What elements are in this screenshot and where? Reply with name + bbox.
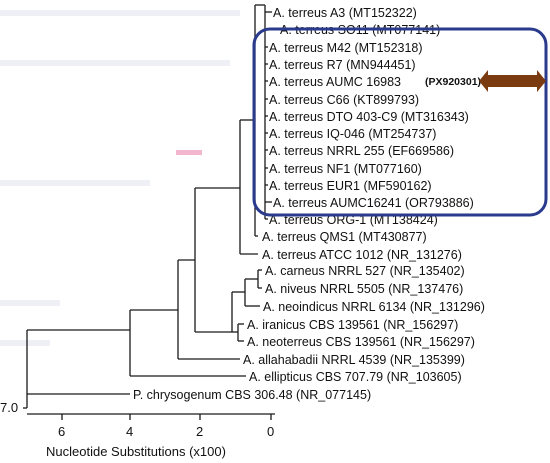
taxon-label: A. terreus A3 (MT152322) <box>273 6 417 20</box>
ghost-line <box>0 180 150 186</box>
taxon-label: A. terreus DTO 403-C9 (MT316343) <box>269 110 469 124</box>
axis-tick-label: 0 <box>267 424 274 439</box>
ghost-line <box>0 10 240 16</box>
axis-tick-label: 4 <box>126 424 133 439</box>
taxon-label: A. terreus QMS1 (MT430877) <box>262 230 427 244</box>
taxon-label: A. carneus NRRL 527 (NR_135402) <box>265 264 465 278</box>
taxon-label: A. iranicus CBS 139561 (NR_156297) <box>247 318 458 332</box>
taxon-label: A. terreus ATCC 1012 (NR_131276) <box>262 248 462 262</box>
ghost-line <box>0 300 60 306</box>
axis-tick-label: 6 <box>58 424 65 439</box>
tree-branches <box>23 4 272 409</box>
taxon-label: A. allahabadii NRRL 4539 (NR_135399) <box>243 353 465 367</box>
arrow-icon <box>479 70 546 92</box>
axis-tick-label: 2 <box>196 424 203 439</box>
taxon-label: A. terreus AUMC 16983 <box>269 75 401 89</box>
taxon-label: A. terreus IQ-046 (MT254737) <box>269 127 436 141</box>
ghost-line <box>0 340 50 346</box>
taxon-label: A. terreus AUMC16241 (OR793886) <box>273 196 474 210</box>
taxon-label: A. neoindicus NRRL 6134 (NR_131296) <box>263 300 485 314</box>
taxon-label: A. neoterreus CBS 139561 (NR_156297) <box>247 335 475 349</box>
taxon-label: A. terreus NRRL 255 (EF669586) <box>269 144 454 158</box>
taxon-label: P. chrysogenum CBS 306.48 (NR_077145) <box>133 388 371 402</box>
taxon-label: A. terreus M42 (MT152318) <box>269 41 423 55</box>
taxon-label: A. terreus R7 (MN944451) <box>269 58 416 72</box>
ghost-line <box>0 60 230 66</box>
axis-title: Nucleotide Substitutions (x100) <box>46 444 226 459</box>
taxon-label: A. ellipticus CBS 707.79 (NR_103605) <box>249 370 462 384</box>
highlight-box <box>252 27 548 217</box>
taxon-label: A. terreus C66 (KT899793) <box>269 93 419 107</box>
accession-highlight: (PX920301) <box>425 76 481 88</box>
ghost-marker <box>176 150 202 155</box>
taxon-label: A. niveus NRRL 5505 (NR_137476) <box>265 282 463 296</box>
taxon-label: A. terreus NF1 (MT077160) <box>269 162 422 176</box>
taxon-label: A. terreus EUR1 (MF590162) <box>269 179 432 193</box>
scale-axis: 6 4 2 0 Nucleotide Substitutions (x100) <box>27 413 275 459</box>
root-value: 7.0 <box>0 400 18 415</box>
